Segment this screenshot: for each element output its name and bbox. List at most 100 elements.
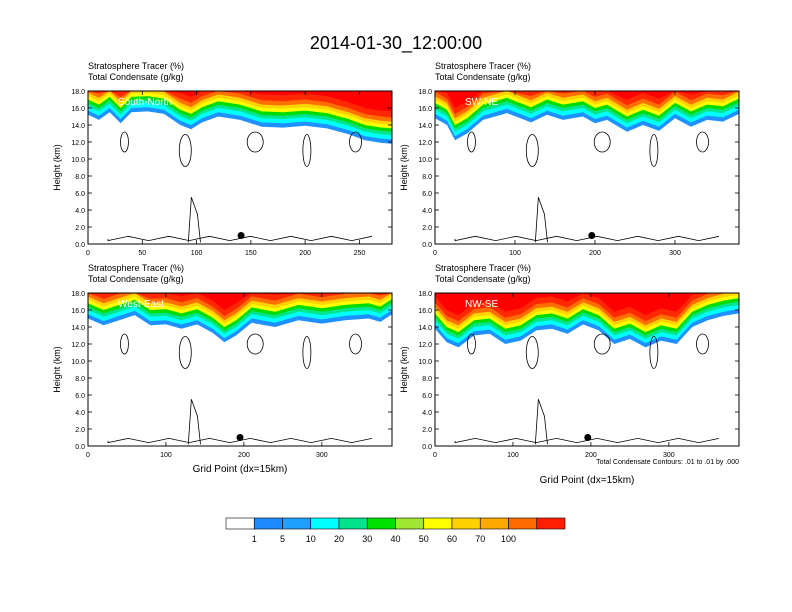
plot-frame [87,292,393,447]
y-tick-label: 16.0 [71,106,85,113]
tracer-field [435,293,739,446]
panel-subtitle: Total Condensate (g/kg) [88,72,184,82]
colorbar: 1 5 10 20 30 40 50 60 70 100 [225,517,566,544]
panel-3: Stratosphere Tracer (%) Total Condensate … [399,263,740,486]
y-axis-label: Height (km) [399,144,409,191]
colorbar-label: 10 [306,534,316,544]
colorbar-label: 70 [475,534,485,544]
location-marker [236,434,244,441]
y-tick-label: 6.0 [75,393,85,400]
y-tick-label: 16.0 [418,308,432,315]
panel-subtitle: Total Condensate (g/kg) [435,72,531,82]
tracer-field [88,293,392,446]
y-tick-label: 18.0 [418,291,432,298]
colorbar-label: 100 [501,534,516,544]
panel-1: Stratosphere Tracer (%)Total Condensate … [399,61,740,257]
x-tick-label: 250 [354,250,366,257]
y-tick-label: 10.0 [71,359,85,366]
x-tick-label: 300 [663,452,675,459]
plot-frame [434,90,740,245]
colorbar-box [366,517,396,530]
y-tick-label: 2.0 [422,225,432,232]
location-marker [237,232,245,239]
y-tick-label: 8.0 [422,376,432,383]
y-axis-label: Height (km) [399,346,409,393]
y-tick-label: 12.0 [71,140,85,147]
x-tick-label: 200 [589,250,601,257]
y-tick-label: 14.0 [71,123,85,130]
colorbar-label: 60 [447,534,457,544]
y-tick-label: 4.0 [422,208,432,215]
x-tick-label: 300 [669,250,681,257]
panel-subtitle: Stratosphere Tracer (%) [435,263,531,273]
x-tick-label: 100 [160,452,172,459]
y-tick-label: 2.0 [422,427,432,434]
tracer-field [88,91,392,244]
y-tick-label: 2.0 [75,427,85,434]
x-tick-label: 200 [585,452,597,459]
x-tick-label: 200 [238,452,250,459]
y-tick-label: 0.0 [75,242,85,249]
panels: Stratosphere Tracer (%)Total Condensate … [52,61,740,486]
y-tick-label: 12.0 [71,342,85,349]
panel-subtitle: Stratosphere Tracer (%) [88,61,184,71]
colorbar-box [423,517,453,530]
y-tick-label: 10.0 [71,157,85,164]
y-tick-label: 16.0 [71,308,85,315]
colorbar-label: 30 [362,534,372,544]
y-tick-label: 8.0 [75,376,85,383]
y-tick-label: 4.0 [75,410,85,417]
y-tick-label: 6.0 [422,191,432,198]
y-tick-label: 14.0 [71,325,85,332]
y-tick-label: 14.0 [418,325,432,332]
y-tick-label: 8.0 [75,174,85,181]
y-tick-label: 10.0 [418,157,432,164]
panel-label: NW-SE [465,299,498,310]
x-tick-label: 50 [138,250,146,257]
y-tick-label: 14.0 [418,123,432,130]
x-tick-label: 200 [299,250,311,257]
colorbar-box [508,517,538,530]
colorbar-box [310,517,340,530]
colorbar-label: 5 [280,534,285,544]
colorbar-box [395,517,425,530]
y-tick-label: 4.0 [422,410,432,417]
x-tick-label: 300 [316,452,328,459]
contour-note: Total Condensate Contours: .01 to .01 by… [596,459,739,466]
y-tick-label: 0.0 [75,444,85,451]
colorbar-box [451,517,481,530]
x-tick-label: 100 [509,250,521,257]
y-tick-label: 18.0 [71,291,85,298]
condensate-contours [454,333,720,445]
colorbar-label: 1 [252,534,257,544]
plot-frame [434,292,740,447]
colorbar-label: 40 [390,534,400,544]
x-tick-label: 0 [433,452,437,459]
y-axis-label: Height (km) [52,346,62,393]
colorbar-box [338,517,368,530]
condensate-contours [107,131,373,243]
y-tick-label: 0.0 [422,242,432,249]
x-tick-label: 100 [507,452,519,459]
colorbar-box [253,517,283,530]
x-tick-label: 100 [191,250,203,257]
condensate-contours [454,131,720,243]
tracer-field [435,91,739,244]
y-tick-label: 12.0 [418,342,432,349]
y-tick-label: 6.0 [75,191,85,198]
location-marker [588,232,596,239]
panel-2: Stratosphere Tracer (%)Total Condensate … [52,263,393,475]
y-tick-label: 18.0 [71,89,85,96]
y-tick-label: 0.0 [422,444,432,451]
x-axis-label: Grid Point (dx=15km) [540,475,635,486]
y-tick-label: 12.0 [418,140,432,147]
panel-label: SW-NE [465,97,498,108]
y-tick-label: 10.0 [418,359,432,366]
colorbar-box [282,517,312,530]
condensate-contours [107,333,373,445]
y-tick-label: 18.0 [418,89,432,96]
panel-subtitle: Stratosphere Tracer (%) [435,61,531,71]
y-tick-label: 4.0 [75,208,85,215]
x-tick-label: 150 [245,250,257,257]
